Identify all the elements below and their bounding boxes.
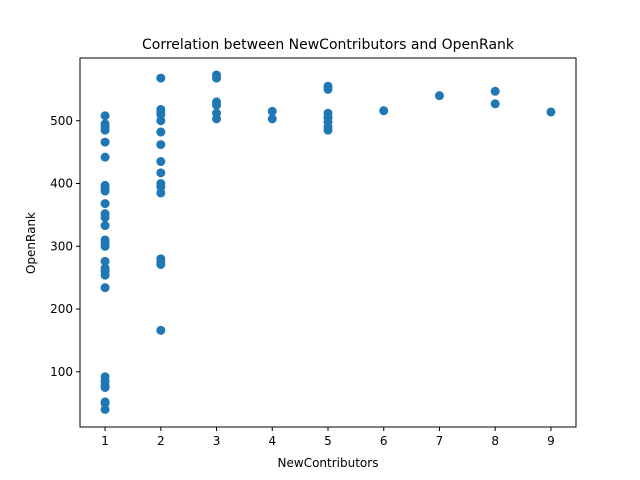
y-tick-label: 100	[50, 365, 73, 379]
data-point	[100, 270, 110, 280]
y-tick-label: 300	[50, 239, 73, 253]
plot-area: 1 2 3 4 5 6 7 8 9 100 200 300 400 500	[50, 57, 577, 448]
y-axis-label: OpenRank	[24, 212, 38, 274]
data-point	[100, 398, 110, 408]
x-tick-label: 6	[380, 434, 388, 448]
data-point	[156, 73, 166, 83]
data-point	[100, 404, 110, 414]
data-point	[212, 73, 222, 83]
data-point	[100, 382, 110, 392]
data-point	[156, 116, 166, 126]
data-point	[267, 106, 277, 116]
data-point	[100, 111, 110, 121]
data-point	[100, 199, 110, 209]
x-tick-label: 3	[213, 434, 221, 448]
y-tick-label: 200	[50, 302, 73, 316]
data-point	[156, 157, 166, 167]
x-tick-label: 7	[436, 434, 444, 448]
chart-title: Correlation between NewContributors and …	[142, 37, 515, 53]
x-axis-label: NewContributors	[278, 456, 379, 470]
data-point	[156, 127, 166, 137]
data-point	[100, 221, 110, 231]
data-point	[379, 106, 389, 116]
data-point	[323, 125, 333, 135]
data-point	[323, 84, 333, 94]
y-tick-label: 500	[50, 114, 73, 128]
x-tick-label: 2	[157, 434, 165, 448]
data-point	[212, 100, 222, 110]
data-point	[100, 241, 110, 251]
x-tick-label: 9	[547, 434, 555, 448]
x-tick-label: 8	[491, 434, 499, 448]
data-point	[100, 125, 110, 135]
data-point	[156, 259, 166, 269]
data-point	[156, 325, 166, 335]
data-point	[100, 212, 110, 222]
data-point	[490, 99, 500, 109]
data-point	[490, 86, 500, 96]
data-point	[100, 186, 110, 196]
data-point	[434, 91, 444, 101]
data-point	[100, 283, 110, 293]
data-point	[100, 256, 110, 266]
x-tick-label: 5	[324, 434, 332, 448]
data-point	[156, 188, 166, 198]
data-point	[100, 137, 110, 147]
data-point	[156, 168, 166, 178]
x-tick-label: 4	[268, 434, 276, 448]
data-point	[100, 152, 110, 162]
data-point	[212, 114, 222, 124]
x-tick-label: 1	[101, 434, 109, 448]
data-point	[546, 107, 556, 117]
data-point	[267, 114, 277, 124]
data-point	[156, 140, 166, 150]
data-point	[156, 182, 166, 192]
data-point	[156, 109, 166, 119]
y-tick-label: 400	[50, 177, 73, 191]
